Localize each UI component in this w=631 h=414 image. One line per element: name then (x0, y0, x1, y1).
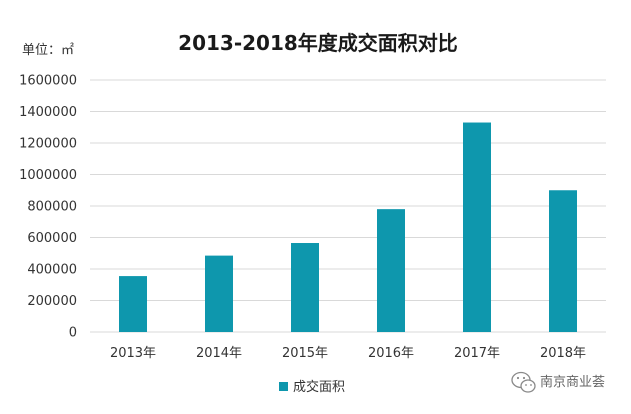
y-tick-label: 400000 (27, 263, 77, 278)
wechat-icon (511, 371, 536, 393)
chart-title: 2013-2018年度成交面积对比 (178, 31, 458, 55)
x-tick-label: 2017年 (454, 346, 500, 361)
bar-2015年 (291, 243, 319, 332)
x-axis-ticks: 2013年 2014年 2015年 2016年 2017年 2018年 (110, 346, 586, 361)
bar-2013年 (119, 276, 147, 332)
gridlines (90, 79, 606, 333)
x-tick-label: 2015年 (282, 346, 328, 361)
bar-2016年 (377, 209, 405, 332)
y-tick-label: 1600000 (19, 74, 77, 89)
bars (119, 122, 577, 333)
x-tick-label: 2013年 (110, 346, 156, 361)
bar-2017年 (463, 122, 491, 333)
legend-label: 成交面积 (293, 379, 345, 395)
y-tick-label: 1000000 (19, 168, 77, 183)
x-tick-label: 2014年 (196, 346, 242, 361)
y-tick-label: 1200000 (19, 137, 77, 152)
watermark: 南京商业荟 (511, 371, 605, 393)
watermark-text: 南京商业荟 (540, 374, 605, 390)
x-tick-label: 2018年 (540, 346, 586, 361)
legend: 成交面积 (279, 379, 345, 395)
unit-label: 单位：㎡ (22, 43, 74, 58)
y-tick-label: 800000 (27, 200, 77, 215)
legend-swatch (279, 382, 288, 391)
y-axis-ticks: 0 200000 400000 600000 800000 1000000 1200000 1… (19, 74, 77, 341)
x-tick-label: 2016年 (368, 346, 414, 361)
y-tick-label: 600000 (27, 231, 77, 246)
y-tick-label: 200000 (27, 294, 77, 309)
y-tick-label: 1400000 (19, 105, 77, 120)
bar-2014年 (205, 255, 233, 332)
bar-2018年 (549, 190, 577, 332)
y-tick-label: 0 (69, 326, 77, 341)
